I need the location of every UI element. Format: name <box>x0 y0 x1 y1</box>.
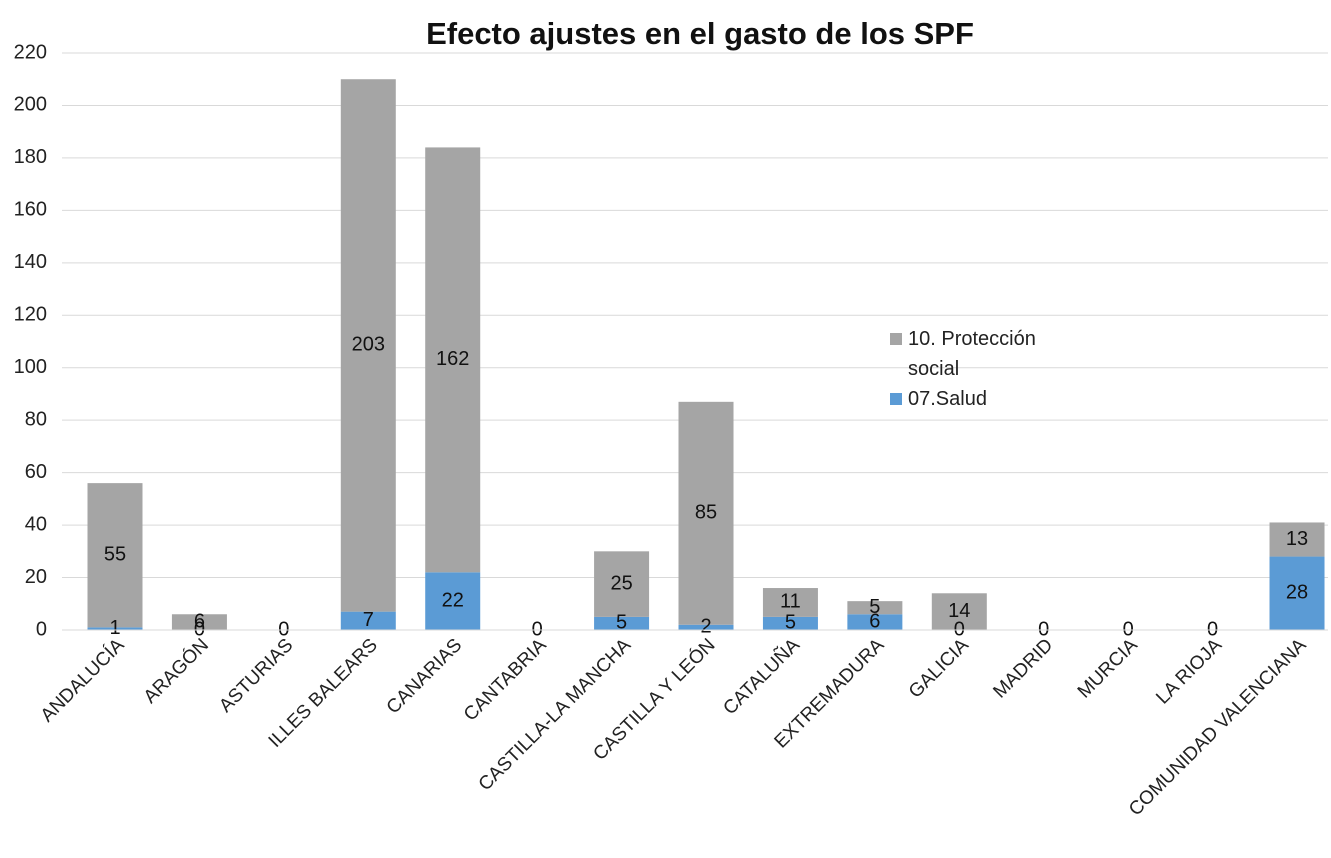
data-label: 25 <box>610 572 632 594</box>
data-label: 0 <box>1207 618 1218 640</box>
data-label: 0 <box>954 618 965 640</box>
bar-segment <box>87 627 143 630</box>
x-tick-label: MADRID <box>989 635 1057 703</box>
bar-segment <box>762 588 818 617</box>
data-label: 6 <box>194 610 205 632</box>
bar-segment <box>1269 556 1325 630</box>
data-label: 5 <box>785 612 796 634</box>
x-tick-label: CATALUÑA <box>719 634 804 719</box>
data-label: 162 <box>436 348 469 370</box>
data-label: 7 <box>363 609 374 631</box>
y-tick-label: 160 <box>14 199 47 221</box>
x-tick-label: GALICIA <box>905 634 973 702</box>
y-tick-label: 120 <box>14 304 47 326</box>
bar-segment <box>87 483 143 628</box>
y-tick-label: 200 <box>14 94 47 116</box>
data-label: 5 <box>869 596 880 618</box>
bar-segment <box>594 551 650 617</box>
data-label: 0 <box>1123 618 1134 640</box>
y-tick-label: 100 <box>14 356 47 378</box>
data-label: 1 <box>109 617 120 639</box>
data-label: 14 <box>948 600 970 622</box>
data-label: 0 <box>532 618 543 640</box>
x-tick-label: MURCIA <box>1074 634 1142 702</box>
data-label: 6 <box>869 610 880 632</box>
x-tick-label: LA RIOJA <box>1152 634 1226 708</box>
data-label: 85 <box>695 502 717 524</box>
legend-label: 10. Protección social <box>908 328 1036 380</box>
y-tick-label: 0 <box>36 618 47 640</box>
bar-segment <box>847 614 903 630</box>
y-tick-label: 60 <box>25 461 47 483</box>
x-tick-label: CASTILLA-LA MANCHA <box>475 634 636 795</box>
bar-segment <box>762 616 818 630</box>
x-tick-label: ASTURIAS <box>215 635 297 717</box>
data-label: 5 <box>616 612 627 634</box>
x-tick-label: CANARIAS <box>383 635 467 719</box>
data-label: 13 <box>1286 528 1308 550</box>
data-label: 28 <box>1286 582 1308 604</box>
data-label: 0 <box>1038 618 1049 640</box>
data-label: 0 <box>278 618 289 640</box>
x-tick-label: ANDALUCÍA <box>37 634 129 726</box>
y-tick-label: 140 <box>14 251 47 273</box>
bar-segment <box>931 593 987 630</box>
y-tick-label: 180 <box>14 146 47 168</box>
legend-label: 07.Salud <box>908 388 987 410</box>
x-tick-label: ARAGÓN <box>139 634 213 708</box>
bar-segment <box>425 147 481 573</box>
data-label: 22 <box>442 589 464 611</box>
bar-segment <box>340 79 396 612</box>
bar-segment <box>847 601 903 615</box>
bar-segment <box>340 611 396 630</box>
legend-swatch <box>890 393 902 405</box>
x-tick-label: COMUNIDAD VALENCIANA <box>1125 634 1311 820</box>
data-label: 203 <box>352 334 385 356</box>
legend-item: 07.Salud <box>890 384 1080 414</box>
data-label: 0 <box>194 618 205 640</box>
y-tick-label: 80 <box>25 408 47 430</box>
data-label: 11 <box>780 591 801 613</box>
data-label: 55 <box>104 544 126 566</box>
bar-segment <box>425 572 481 630</box>
legend: 10. Protección social 07.Salud <box>890 324 1080 414</box>
bar-segment <box>678 401 734 625</box>
legend-item: 10. Protección social <box>890 324 1080 384</box>
x-tick-label: CANTABRIA <box>460 634 551 725</box>
legend-swatch <box>890 333 902 345</box>
chart-title: Efecto ajustes en el gasto de los SPF <box>426 16 974 51</box>
bar-segment <box>171 614 227 630</box>
y-tick-label: 40 <box>25 513 47 535</box>
bar-segment <box>1269 522 1325 557</box>
bar-segment <box>594 616 650 630</box>
y-tick-label: 220 <box>14 41 47 63</box>
data-label: 2 <box>700 616 711 638</box>
y-tick-label: 20 <box>25 566 47 588</box>
bar-segment <box>678 624 734 630</box>
